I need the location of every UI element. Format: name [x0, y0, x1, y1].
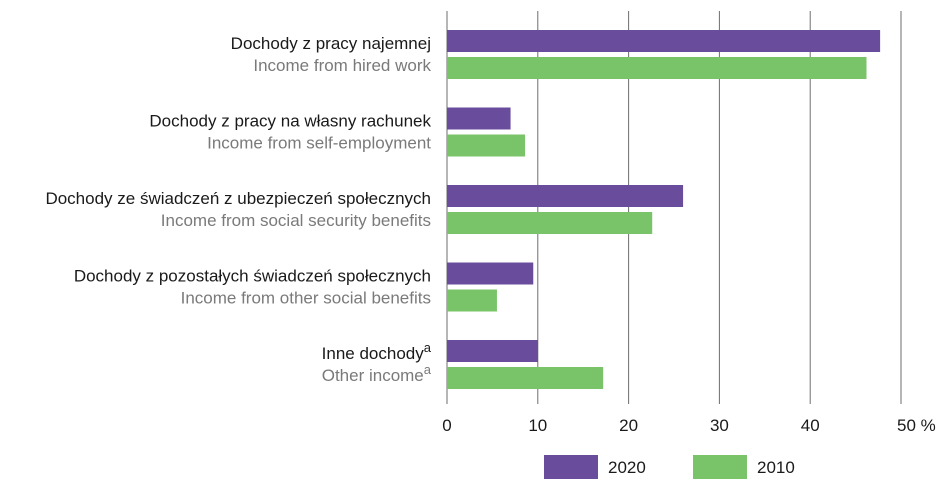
category-label-en-text: Income from hired work: [253, 56, 431, 75]
bar-2020-0: [447, 30, 881, 52]
category-label-en-text: Income from self-employment: [207, 134, 431, 153]
x-tick-label: 0: [442, 416, 451, 435]
category-label-pl: Dochody z pozostałych świadczeń społeczn…: [74, 267, 431, 286]
bar-2010-4: [447, 367, 604, 389]
legend-swatch-2010: [693, 455, 747, 479]
category-label-pl-text: Dochody ze świadczeń z ubezpieczeń społe…: [45, 189, 431, 208]
x-tick-label: 30: [710, 416, 729, 435]
legend: 2020 2010: [544, 455, 795, 479]
category-label-pl: Dochody ze świadczeń z ubezpieczeń społe…: [45, 189, 431, 208]
category-label-pl: Dochody z pracy najemnej: [231, 34, 431, 53]
legend-swatch-2020: [544, 455, 598, 479]
bar-2010-3: [447, 289, 497, 312]
category-label-pl: Inne dochodya: [322, 340, 432, 363]
category-label-pl-text: Dochody z pracy najemnej: [231, 34, 431, 53]
category-label-pl: Dochody z pracy na własny rachunek: [149, 112, 431, 131]
bar-2020-1: [447, 107, 511, 130]
bar-2020-3: [447, 262, 534, 285]
category-label-en: Other incomea: [322, 362, 432, 385]
x-tick-label: 50 %: [897, 416, 936, 435]
bar-2020-2: [447, 185, 684, 207]
category-label-en: Income from other social benefits: [181, 289, 431, 308]
footnote-marker: a: [424, 362, 432, 377]
x-tick-label: 10: [528, 416, 547, 435]
category-labels: Dochody z pracy najemnej Income from hire…: [45, 34, 431, 385]
legend-label-2020: 2020: [608, 458, 646, 477]
bar-2010-2: [447, 212, 653, 234]
legend-label-2010: 2010: [757, 458, 795, 477]
category-label-en-text: Other income: [322, 366, 424, 385]
category-label-en-text: Income from social security benefits: [161, 211, 431, 230]
bar-2010-1: [447, 134, 526, 157]
category-label-pl-text: Dochody z pozostałych świadczeń społeczn…: [74, 267, 431, 286]
category-label-pl-text: Inne dochody: [322, 344, 425, 363]
category-label-pl-text: Dochody z pracy na własny rachunek: [149, 112, 431, 131]
category-label-en-text: Income from other social benefits: [181, 289, 431, 308]
footnote-marker: a: [424, 340, 432, 355]
bars: [447, 30, 881, 389]
bar-2020-4: [447, 340, 538, 362]
category-label-en: Income from hired work: [253, 56, 431, 75]
category-label-en: Income from social security benefits: [161, 211, 431, 230]
x-axis-ticks: 0 10 20 30 40 50 %: [442, 416, 935, 435]
category-label-en: Income from self-employment: [207, 134, 431, 153]
x-tick-label: 20: [619, 416, 638, 435]
x-tick-label: 40: [801, 416, 820, 435]
bar-2010-0: [447, 57, 867, 79]
